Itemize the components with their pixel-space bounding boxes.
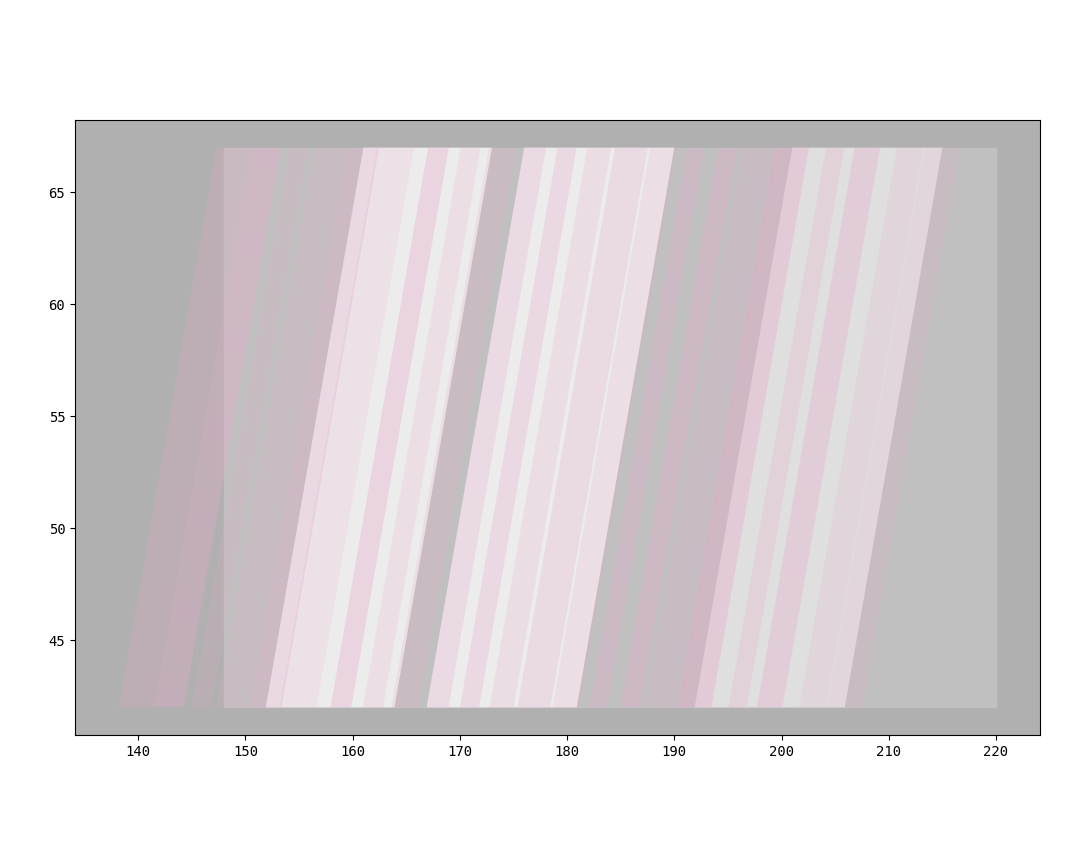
Polygon shape (490, 148, 611, 707)
Polygon shape (330, 148, 449, 707)
Polygon shape (644, 148, 778, 707)
Polygon shape (757, 148, 880, 707)
Polygon shape (363, 148, 480, 707)
Polygon shape (800, 148, 924, 707)
Polygon shape (729, 148, 845, 707)
Polygon shape (224, 148, 996, 707)
Polygon shape (590, 148, 704, 707)
Polygon shape (460, 148, 577, 707)
Polygon shape (250, 148, 379, 707)
Polygon shape (192, 148, 309, 707)
Polygon shape (154, 148, 281, 707)
Polygon shape (266, 148, 492, 707)
Polygon shape (518, 148, 647, 707)
Polygon shape (827, 148, 961, 707)
Polygon shape (678, 148, 809, 707)
Polygon shape (280, 148, 414, 707)
Polygon shape (427, 148, 546, 707)
Polygon shape (119, 148, 253, 707)
Polygon shape (217, 148, 348, 707)
Polygon shape (695, 148, 942, 707)
Polygon shape (427, 148, 674, 707)
Polygon shape (552, 148, 678, 707)
Polygon shape (391, 148, 517, 707)
Polygon shape (621, 148, 738, 707)
